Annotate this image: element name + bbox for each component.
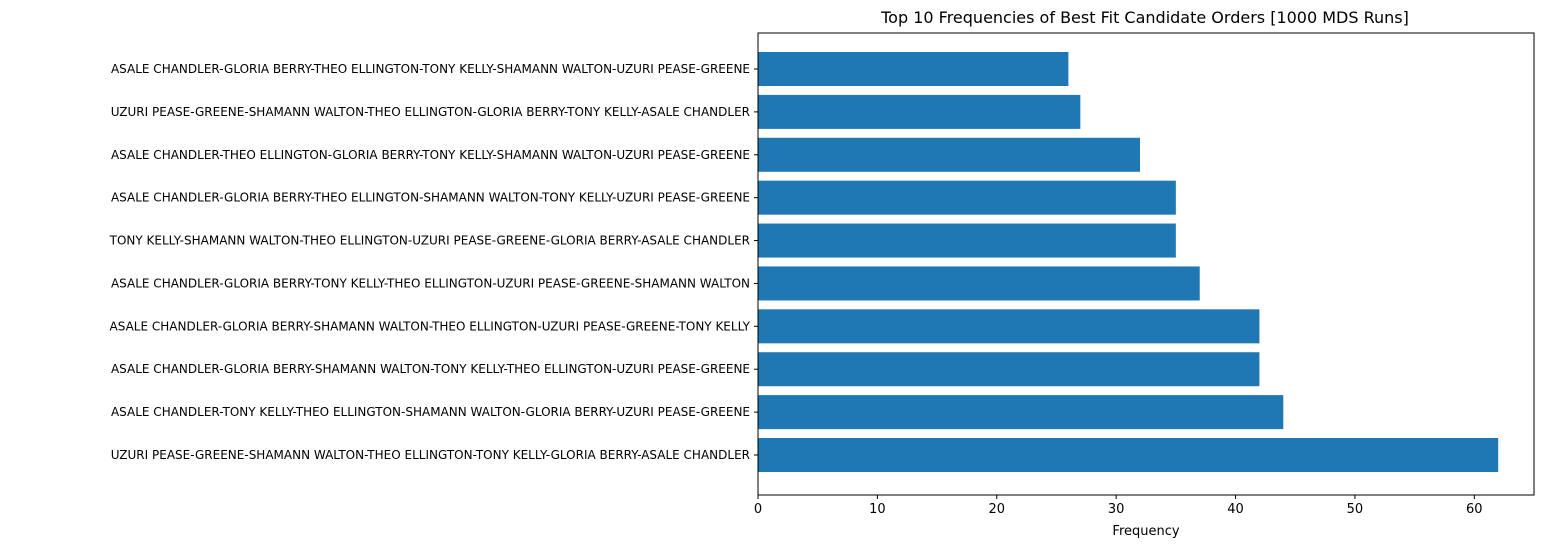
bar bbox=[758, 223, 1176, 258]
plot-frame bbox=[757, 32, 1535, 496]
bar bbox=[758, 52, 1069, 86]
y-tick-label: ASALE CHANDLER-GLORIA BERRY-THEO ELLINGT… bbox=[111, 191, 750, 205]
x-tick-label: 10 bbox=[869, 502, 886, 517]
y-axis: UZURI PEASE-GREENE-SHAMANN WALTON-THEO E… bbox=[109, 62, 758, 462]
bar bbox=[758, 180, 1176, 215]
bar bbox=[758, 94, 1081, 129]
y-tick-label: ASALE CHANDLER-THEO ELLINGTON-GLORIA BER… bbox=[111, 148, 750, 162]
y-tick-label: UZURI PEASE-GREENE-SHAMANN WALTON-THEO E… bbox=[111, 448, 750, 462]
x-tick-label: 20 bbox=[988, 502, 1005, 517]
bar bbox=[758, 137, 1141, 172]
x-axis: 0 10 20 30 40 50 60 bbox=[754, 495, 1483, 517]
x-tick-label: 60 bbox=[1466, 502, 1483, 517]
bar bbox=[758, 438, 1499, 472]
chart-title: Top 10 Frequencies of Best Fit Candidate… bbox=[880, 8, 1409, 27]
bar bbox=[758, 266, 1200, 301]
bars-layer bbox=[758, 52, 1499, 472]
y-tick-label: TONY KELLY-SHAMANN WALTON-THEO ELLINGTON… bbox=[109, 234, 750, 248]
x-tick-label: 0 bbox=[754, 502, 762, 517]
bar bbox=[758, 352, 1260, 387]
x-tick-label: 40 bbox=[1227, 502, 1244, 517]
bar bbox=[758, 309, 1260, 344]
y-tick-label: ASALE CHANDLER-TONY KELLY-THEO ELLINGTON… bbox=[111, 405, 750, 419]
y-tick-label: ASALE CHANDLER-GLORIA BERRY-SHAMANN WALT… bbox=[110, 319, 751, 333]
bar bbox=[758, 395, 1284, 430]
y-tick-label: ASALE CHANDLER-GLORIA BERRY-SHAMANN WALT… bbox=[111, 362, 750, 376]
x-tick-label: 50 bbox=[1347, 502, 1364, 517]
y-tick-label: ASALE CHANDLER-GLORIA BERRY-TONY KELLY-T… bbox=[111, 276, 750, 290]
x-tick-label: 30 bbox=[1108, 502, 1125, 517]
x-axis-label: Frequency bbox=[1112, 524, 1179, 539]
y-tick-label: UZURI PEASE-GREENE-SHAMANN WALTON-THEO E… bbox=[111, 105, 750, 119]
y-tick-label: ASALE CHANDLER-GLORIA BERRY-THEO ELLINGT… bbox=[111, 62, 750, 76]
